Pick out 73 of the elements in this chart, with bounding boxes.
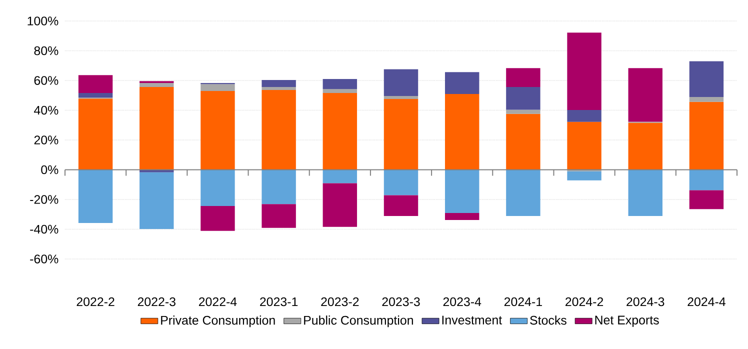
x-tick-label: 2024-2 [566,297,604,306]
legend-label: Investment [442,316,502,324]
x-tick-label: 2022-3 [138,297,176,306]
x-tick-label: 2023-3 [382,297,420,306]
bar [140,87,174,170]
legend-label: Public Consumption [304,316,413,328]
legend-label: Net Exports [595,316,659,327]
bar [78,75,113,93]
bar [262,170,296,204]
y-tick-label: -20% [30,195,58,204]
bar [506,68,540,88]
bar [322,88,358,93]
bar [628,122,662,170]
bar [262,87,296,90]
bar [140,172,174,229]
bar [628,170,662,216]
x-tick-label: 2023-1 [260,297,298,306]
bar [689,190,724,210]
x-tick-label: 2023-2 [321,297,359,306]
bar [200,91,235,170]
bar [384,69,418,96]
bar [322,170,358,184]
bar [506,114,540,170]
y-tick-label: -40% [30,224,58,234]
bar [444,170,480,214]
bar [200,170,235,206]
bar [384,170,418,196]
x-tick-label: 2024-1 [504,297,542,306]
bar [322,92,358,170]
bar [262,90,296,170]
bar [78,92,113,98]
legend-label: Stocks [530,316,566,325]
y-tick-label: 60% [34,76,58,85]
bar [200,206,235,231]
bar [567,122,602,170]
bar [506,87,540,110]
bar [262,204,296,228]
x-tick-label: 2022-4 [198,297,237,306]
bar [140,83,174,88]
y-tick-label: 80% [34,46,58,56]
bar [384,195,418,216]
bar [689,170,724,190]
bar [384,96,418,99]
bar [689,61,724,98]
bar [262,80,296,88]
bar [506,110,540,114]
bar [384,98,418,170]
x-tick-label: 2024-4 [688,297,726,306]
bar [200,84,235,92]
bar [78,170,113,224]
x-tick-label: 2022-2 [76,297,114,306]
bar [322,183,358,227]
y-tick-label: 0% [41,165,58,174]
bar [689,97,724,102]
y-tick-label: 100% [28,16,58,26]
bar [628,68,662,122]
bar [567,171,602,180]
bar [444,213,480,220]
bar [322,79,358,89]
y-tick-label: -60% [30,254,58,264]
bar [689,102,724,170]
legend-label: Private Consumption [161,316,275,328]
bar [444,94,480,170]
bar [567,110,602,122]
bar [506,170,540,216]
y-tick-label: 40% [34,106,58,115]
x-tick-label: 2024-3 [626,297,664,306]
bar [567,32,602,110]
y-tick-label: 20% [34,136,58,144]
bar [140,170,174,172]
bar [444,72,480,94]
bar [78,98,113,170]
x-tick-label: 2023-4 [443,297,482,306]
